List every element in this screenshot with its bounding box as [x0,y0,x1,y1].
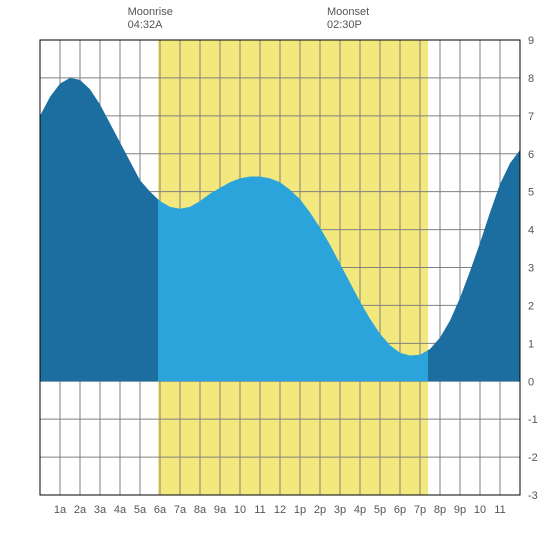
svg-text:3a: 3a [94,504,107,516]
moonset-title: Moonset [327,6,369,19]
svg-text:0: 0 [528,376,534,388]
svg-text:2a: 2a [74,504,87,516]
svg-text:12: 12 [274,504,286,516]
svg-text:9: 9 [528,35,534,47]
svg-text:-2: -2 [528,452,538,464]
svg-text:6p: 6p [394,504,406,516]
svg-text:7p: 7p [414,504,426,516]
svg-text:10: 10 [474,504,486,516]
chart-svg: -3-2-101234567891a2a3a4a5a6a7a8a9a101112… [0,0,550,550]
svg-text:6a: 6a [154,504,167,516]
moonset-label: Moonset 02:30P [327,6,369,32]
svg-text:2: 2 [528,300,534,312]
svg-text:4a: 4a [114,504,127,516]
svg-text:7: 7 [528,111,534,123]
moonrise-time: 04:32A [128,19,173,32]
svg-text:8: 8 [528,73,534,85]
svg-text:5: 5 [528,187,534,199]
svg-text:3: 3 [528,263,534,275]
tide-chart: -3-2-101234567891a2a3a4a5a6a7a8a9a101112… [0,0,550,550]
moonrise-title: Moonrise [128,6,173,19]
svg-text:4p: 4p [354,504,366,516]
svg-text:9a: 9a [214,504,227,516]
moonrise-label: Moonrise 04:32A [128,6,173,32]
moonset-time: 02:30P [327,19,369,32]
svg-text:1p: 1p [294,504,306,516]
svg-text:1: 1 [528,338,534,350]
svg-text:6: 6 [528,149,534,161]
svg-text:11: 11 [494,504,505,516]
svg-text:-1: -1 [528,414,538,426]
svg-text:5a: 5a [134,504,147,516]
svg-text:2p: 2p [314,504,326,516]
svg-text:11: 11 [254,504,265,516]
svg-text:8p: 8p [434,504,446,516]
svg-text:1a: 1a [54,504,67,516]
svg-text:3p: 3p [334,504,346,516]
svg-text:8a: 8a [194,504,207,516]
svg-text:7a: 7a [174,504,187,516]
svg-text:4: 4 [528,225,534,237]
svg-text:-3: -3 [528,490,538,502]
svg-text:9p: 9p [454,504,466,516]
svg-text:5p: 5p [374,504,386,516]
svg-text:10: 10 [234,504,246,516]
